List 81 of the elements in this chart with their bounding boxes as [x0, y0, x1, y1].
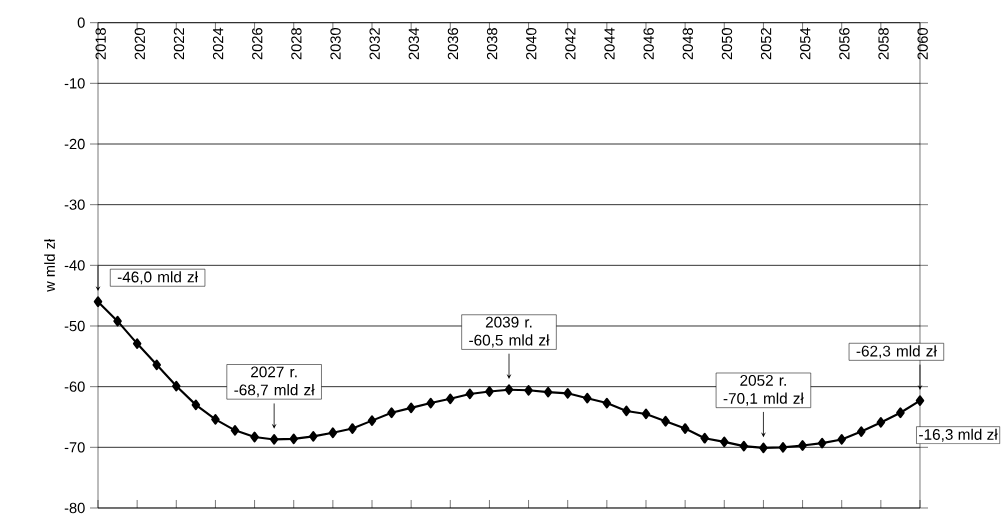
- x-tick-label: 2044: [604, 28, 615, 60]
- point: [778, 442, 788, 453]
- x-tick-label: 2046: [643, 28, 654, 60]
- point: [387, 407, 396, 419]
- y-tick-label: 0: [77, 17, 85, 29]
- annotation: -62,3 mld zł: [856, 345, 937, 359]
- point: [876, 417, 886, 428]
- y-tick-label: -10: [64, 78, 85, 89]
- annotation: 2052 r. -70,1 mld zł: [723, 375, 804, 406]
- annotation: 2039 r. -60,5 mld zł: [469, 316, 550, 348]
- point: [211, 414, 220, 425]
- x-tick-label: 2060: [917, 28, 928, 60]
- x-tick-label: 2024: [212, 28, 224, 60]
- point: [720, 436, 729, 448]
- point: [543, 386, 553, 398]
- annotation: -46,0 mld zł: [117, 271, 198, 285]
- x-tick-label: 2018: [95, 28, 106, 60]
- x-tick-label: 2042: [565, 28, 576, 60]
- point: [817, 437, 827, 449]
- x-tick-label: 2050: [721, 28, 733, 60]
- point: [837, 434, 846, 445]
- point: [172, 380, 181, 392]
- point: [700, 433, 709, 444]
- point: [485, 386, 494, 398]
- y-tick-label: -30: [64, 199, 85, 211]
- x-tick-label: 2030: [330, 28, 341, 60]
- annotation: -16,3 mld zł: [919, 428, 998, 442]
- x-tick-label: 2032: [369, 28, 380, 60]
- x-tick-label: 2052: [760, 28, 772, 60]
- point: [309, 431, 318, 442]
- point: [641, 408, 651, 420]
- point: [191, 399, 201, 411]
- point: [132, 338, 142, 350]
- point: [661, 416, 670, 427]
- point: [504, 384, 514, 396]
- point: [269, 434, 279, 445]
- point: [524, 385, 533, 396]
- x-tick-label: 2038: [486, 28, 498, 60]
- x-tick-label: 2028: [291, 28, 302, 60]
- point: [113, 315, 122, 327]
- point: [230, 425, 240, 436]
- point: [857, 426, 866, 438]
- point: [759, 442, 768, 454]
- point: [896, 407, 905, 419]
- y-tick-label: -40: [64, 260, 85, 271]
- point: [328, 427, 338, 439]
- x-tick-label: 2036: [447, 28, 459, 60]
- y-tick-label: -60: [64, 381, 85, 393]
- point: [250, 431, 259, 443]
- point: [93, 296, 103, 308]
- x-tick-label: 2040: [526, 28, 537, 60]
- point: [739, 440, 749, 452]
- point: [915, 395, 925, 407]
- y-axis-title: w mld zł: [44, 239, 55, 293]
- x-tick-label: 2048: [682, 28, 693, 60]
- x-tick-label: 2022: [173, 28, 185, 60]
- point: [583, 393, 592, 404]
- x-tick-label: 2026: [252, 28, 263, 60]
- point: [602, 397, 612, 409]
- point: [406, 402, 416, 414]
- x-tick-label: 2034: [408, 28, 420, 60]
- point: [446, 393, 455, 405]
- annotation: 2027 r. -68,7 mld zł: [234, 366, 315, 398]
- point: [152, 359, 161, 371]
- x-tick-label: 2058: [878, 28, 889, 60]
- point: [798, 440, 807, 452]
- point: [465, 388, 475, 400]
- y-tick-label: -50: [64, 321, 85, 332]
- point: [563, 388, 572, 399]
- point: [622, 405, 631, 417]
- x-tick-label: 2020: [134, 28, 146, 60]
- point: [680, 423, 690, 435]
- x-tick-label: 2056: [839, 28, 850, 60]
- y-tick-label: -20: [64, 139, 85, 150]
- point: [426, 397, 435, 409]
- x-tick-label: 2054: [800, 28, 811, 60]
- y-tick-label: -80: [64, 503, 85, 514]
- point: [367, 415, 377, 427]
- y-tick-label: -70: [64, 442, 85, 453]
- point: [348, 423, 357, 435]
- point: [289, 433, 298, 445]
